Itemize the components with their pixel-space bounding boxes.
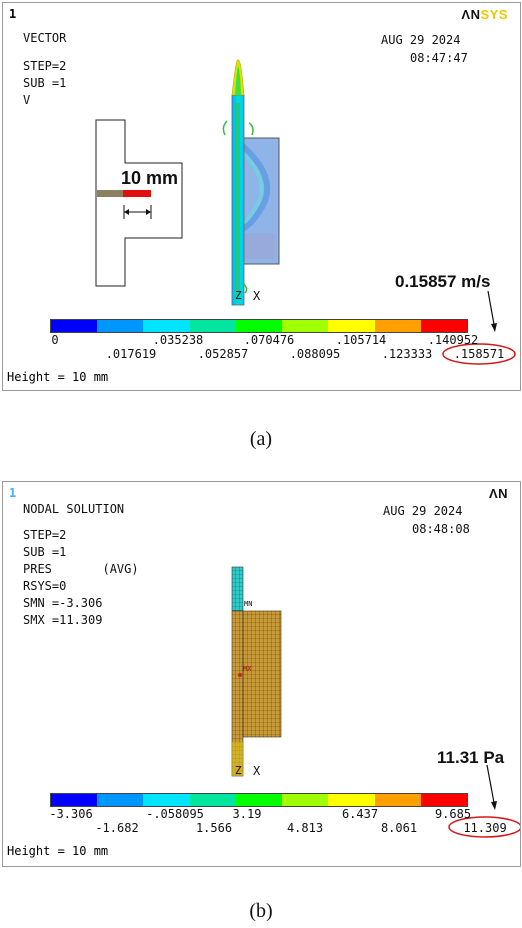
footer-height-label: Height = 10 mm	[7, 370, 109, 384]
caption-b: (b)	[249, 900, 273, 922]
legend-tick: 0	[51, 333, 59, 347]
domain-mesh	[242, 610, 282, 738]
legend-color-swatch	[189, 320, 236, 332]
legend-color-swatch	[374, 320, 421, 332]
axis-y-label: Y	[234, 742, 241, 755]
legend-tick: 6.437	[341, 807, 379, 821]
vector-plot-graphics	[95, 59, 516, 365]
legend-color-swatch	[328, 794, 375, 806]
legend-color-swatch	[235, 320, 283, 332]
legend-tick: 9.685	[434, 807, 472, 821]
legend-tick: -3.306	[49, 807, 93, 821]
max-value-highlight	[448, 816, 520, 838]
axis-x-label: X	[253, 289, 261, 303]
color-legend-bar	[50, 319, 468, 333]
panel-number: 1	[9, 486, 17, 500]
dimension-bar-gray	[97, 190, 123, 197]
upper-channel-mesh	[231, 566, 244, 612]
legend-tick: .088095	[289, 347, 341, 361]
geometry-outline	[95, 119, 183, 287]
legend-color-swatch	[374, 794, 421, 806]
dimension-bar-red	[123, 190, 151, 197]
time-label: 08:48:08	[412, 522, 470, 536]
legend-tick: .123333	[381, 347, 433, 361]
panel-a-vector-plot: 1 ΛNSYS VECTOR STEP=2 SUB =1 V AUG 29 20…	[2, 2, 521, 391]
max-pressure-callout: 11.31 Pa	[437, 748, 505, 767]
panel-number: 1	[9, 7, 17, 21]
dimension-label: 10 mm	[121, 168, 179, 188]
max-marker: MX	[243, 665, 252, 673]
axis-x-label: X	[253, 764, 261, 778]
legend-color-swatch	[328, 320, 375, 332]
plot-type-label: VECTOR	[23, 31, 67, 45]
legend-tick: -.058095	[146, 807, 204, 821]
color-legend-bar	[50, 793, 468, 807]
legend-color-swatch	[282, 794, 329, 806]
legend-color-swatch	[143, 320, 190, 332]
pressure-plot-graphics	[231, 566, 520, 838]
legend-color-swatch	[420, 794, 467, 806]
legend-tick: .105714	[335, 333, 387, 347]
legend-tick: .035238	[152, 333, 204, 347]
legend-tick: .140952	[427, 333, 479, 347]
legend-color-swatch	[51, 794, 98, 806]
result-label: PRES (AVG)	[23, 562, 139, 576]
footer-height-label: Height = 10 mm	[7, 844, 109, 858]
legend-color-swatch	[97, 320, 144, 332]
caption-a: (a)	[249, 428, 273, 450]
legend-tick: .158571	[453, 347, 505, 361]
date-label: AUG 29 2024	[383, 504, 463, 518]
legend-tick: 1.566	[195, 821, 233, 835]
step-label: STEP=2	[23, 59, 67, 73]
legend-color-swatch	[143, 794, 190, 806]
legend-color-swatch	[420, 320, 467, 332]
legend-tick: 3.19	[232, 807, 262, 821]
legend-tick: .070476	[243, 333, 295, 347]
legend-tick: .017619	[105, 347, 157, 361]
legend-tick: 4.813	[286, 821, 324, 835]
legend-color-swatch	[235, 794, 283, 806]
ansys-logo: ΛNSYS	[461, 7, 508, 22]
panel-b-pressure-plot: 1 ΛN NODAL SOLUTION STEP=2 SUB =1 PRES (…	[2, 481, 521, 867]
substep-label: SUB =1	[23, 76, 67, 90]
legend-color-swatch	[51, 320, 98, 332]
step-label: STEP=2	[23, 528, 67, 542]
legend-tick: -1.682	[95, 821, 139, 835]
rsys-label: RSYS=0	[23, 579, 67, 593]
legend-tick: 8.061	[380, 821, 418, 835]
variable-label: V	[23, 93, 31, 107]
axis-z-label: Z	[235, 764, 242, 777]
max-value-highlight	[442, 343, 516, 365]
date-label: AUG 29 2024	[381, 33, 461, 47]
plot-type-label: NODAL SOLUTION	[23, 502, 125, 516]
axis-z-label: Z	[235, 289, 242, 302]
legend-color-swatch	[282, 320, 329, 332]
min-value-label: SMN =-3.306	[23, 596, 103, 610]
legend-color-swatch	[189, 794, 236, 806]
ansys-logo: ΛN	[488, 486, 508, 501]
legend-color-swatch	[97, 794, 144, 806]
substep-label: SUB =1	[23, 545, 67, 559]
min-marker: MN	[244, 600, 253, 608]
legend-tick: 11.309	[463, 821, 507, 835]
max-value-label: SMX =11.309	[23, 613, 103, 627]
time-label: 08:47:47	[410, 51, 468, 65]
max-velocity-callout: 0.15857 m/s	[395, 272, 491, 291]
legend-tick: .052857	[197, 347, 249, 361]
